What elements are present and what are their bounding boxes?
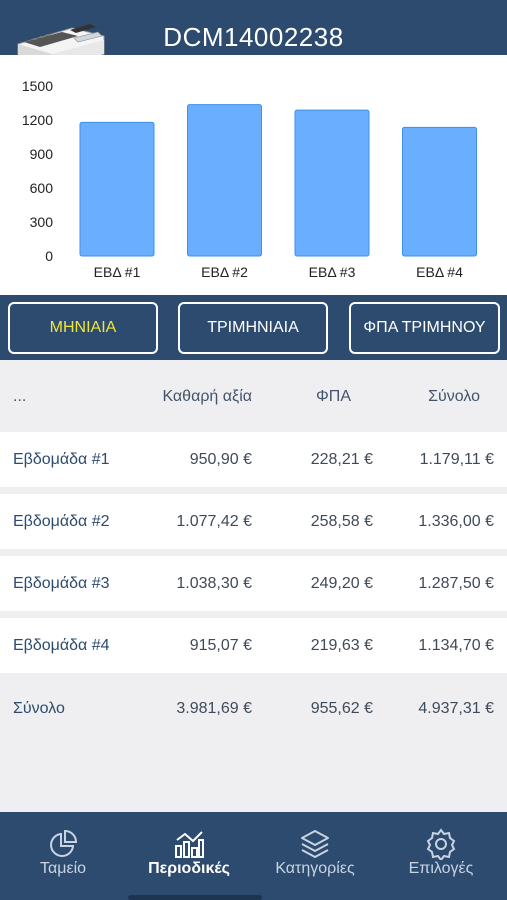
- chart-bar: [294, 109, 370, 257]
- row-vat: 249,20 €: [310, 575, 373, 592]
- chart-bar: [79, 121, 155, 257]
- pie-chart-icon: [50, 829, 78, 857]
- row-vat: 258,58 €: [310, 513, 373, 530]
- chart-svg: 0 300 600 900 1200 1500 ΕΒΔ #1 ΕΒΔ #2 ΕΒΔ #3 ΕΒΔ …: [22, 78, 477, 280]
- summary-total: 4.937,31 €: [418, 700, 494, 717]
- tab-label: Ταμείο: [39, 860, 87, 877]
- y-tick-label: 1200: [22, 112, 53, 128]
- gear-icon: [426, 828, 456, 860]
- y-tick-label: 900: [30, 146, 54, 162]
- row-name: Εβδομάδα #4: [13, 637, 110, 654]
- chart-bar: [402, 126, 477, 257]
- row-name: Εβδομάδα #1: [13, 451, 110, 468]
- y-tick-label: 1500: [22, 78, 53, 94]
- tab-label: Επιλογές: [408, 860, 474, 877]
- bar-chart-icon: [175, 831, 204, 858]
- x-tick-label: ΕΒΔ #1: [94, 264, 141, 280]
- summary-net: 3.981,69 €: [176, 700, 252, 717]
- column-header-name: ...: [13, 388, 27, 405]
- tab-label: Κατηγορίες: [275, 860, 355, 877]
- row-total: 1.179,11 €: [419, 451, 494, 468]
- x-tick-label: ΕΒΔ #2: [201, 264, 248, 280]
- column-header-net: Καθαρή αξία: [162, 388, 252, 405]
- table-row[interactable]: Εβδομάδα #1 950,90 € 228,21 € 1.179,11 €: [0, 432, 507, 487]
- row-net: 1.077,42 €: [176, 513, 252, 530]
- summary-row: Σύνολο 3.981,69 € 955,62 € 4.937,31 €: [0, 680, 507, 738]
- row-net: 950,90 €: [189, 451, 252, 468]
- row-vat: 228,21 €: [310, 451, 373, 468]
- tab-periodic[interactable]: Περιοδικές: [126, 812, 252, 900]
- tab-categories[interactable]: Κατηγορίες: [252, 812, 378, 900]
- row-total: 1.134,70 €: [418, 637, 494, 654]
- home-indicator: [128, 895, 262, 900]
- table-row[interactable]: Εβδομάδα #2 1.077,42 € 258,58 € 1.336,00…: [0, 494, 507, 549]
- chart-bar: [187, 104, 262, 257]
- y-tick-label: 0: [45, 248, 53, 264]
- x-tick-label: ΕΒΔ #4: [416, 264, 463, 280]
- summary-name: Σύνολο: [13, 700, 65, 717]
- row-net: 1.038,30 €: [176, 575, 252, 592]
- segment-monthly[interactable]: ΜΗΝΙΑΙΑ: [8, 302, 158, 354]
- table-row[interactable]: Εβδομάδα #4 915,07 € 219,63 € 1.134,70 €: [0, 618, 507, 673]
- segment-quarterly[interactable]: ΤΡΙΜΗΝΙΑΙΑ: [178, 302, 328, 354]
- table-row[interactable]: Εβδομάδα #3 1.038,30 € 249,20 € 1.287,50…: [0, 556, 507, 611]
- row-total: 1.287,50 €: [418, 575, 494, 592]
- row-vat: 219,63 €: [310, 637, 373, 654]
- row-name: Εβδομάδα #3: [13, 575, 110, 592]
- tab-cash[interactable]: Ταμείο: [0, 812, 126, 900]
- row-net: 915,07 €: [189, 637, 252, 654]
- row-total: 1.336,00 €: [418, 513, 494, 530]
- tab-label: Περιοδικές: [148, 860, 230, 877]
- bottom-tab-bar: Ταμείο Περιοδικές Κατηγορίες Επιλογές: [0, 812, 507, 900]
- x-tick-label: ΕΒΔ #3: [309, 264, 356, 280]
- period-segment-control: ΜΗΝΙΑΙΑ ΤΡΙΜΗΝΙΑΙΑ ΦΠΑ ΤΡΙΜΗΝΟΥ: [0, 295, 507, 360]
- column-header-total: Σύνολο: [428, 388, 480, 405]
- summary-vat: 955,62 €: [310, 700, 373, 717]
- segment-vat-quarter[interactable]: ΦΠΑ ΤΡΙΜΗΝΟΥ: [349, 302, 500, 354]
- y-tick-label: 600: [30, 180, 54, 196]
- tab-options[interactable]: Επιλογές: [378, 812, 504, 900]
- page-title: DCM14002238: [163, 22, 344, 52]
- column-header-vat: ΦΠΑ: [316, 388, 351, 405]
- weekly-bar-chart: 0 300 600 900 1200 1500 ΕΒΔ #1 ΕΒΔ #2 ΕΒΔ #3 ΕΒΔ …: [0, 55, 507, 295]
- y-tick-label: 300: [30, 214, 54, 230]
- table-header: ... Καθαρή αξία ΦΠΑ Σύνολο: [0, 362, 507, 430]
- layers-icon: [301, 830, 329, 858]
- row-name: Εβδομάδα #2: [13, 513, 110, 530]
